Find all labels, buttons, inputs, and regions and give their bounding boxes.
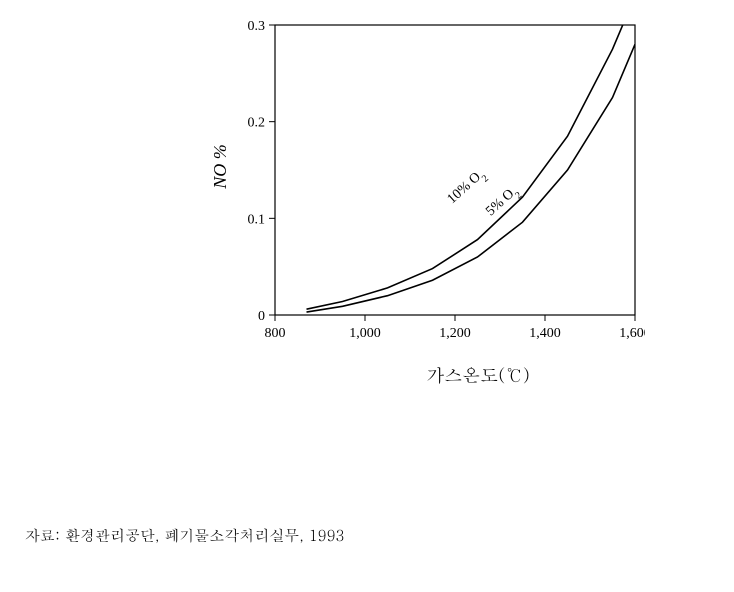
svg-text:1,200: 1,200 [439, 326, 471, 341]
svg-text:0: 0 [258, 309, 265, 324]
x-axis-label: 가스온도(℃) [426, 363, 530, 388]
svg-text:1,400: 1,400 [529, 326, 561, 341]
series-inline-label: 10% O2 [445, 166, 491, 210]
svg-text:1,000: 1,000 [349, 326, 381, 341]
citation-text: 자료: 환경관리공단, 폐기물소각처리실무, 1993 [25, 525, 344, 546]
series-line [307, 15, 636, 309]
chart-container: 0 0.1 0.2 0.3 800 1,000 1,200 1,400 1,600 10% O25… [220, 15, 645, 360]
line-chart: 0 0.1 0.2 0.3 800 1,000 1,200 1,400 1,600 10% O25… [220, 15, 645, 355]
y-axis-label: NO % [210, 144, 231, 189]
svg-text:800: 800 [265, 326, 286, 341]
svg-text:0.3: 0.3 [248, 19, 266, 34]
svg-text:10% O2: 10% O2 [445, 166, 491, 210]
series-inline-label: 5% O2 [483, 183, 524, 222]
svg-text:5% O2: 5% O2 [483, 183, 524, 222]
svg-text:0.2: 0.2 [248, 116, 266, 131]
svg-text:0.1: 0.1 [248, 212, 266, 227]
svg-text:1,600: 1,600 [619, 326, 645, 341]
